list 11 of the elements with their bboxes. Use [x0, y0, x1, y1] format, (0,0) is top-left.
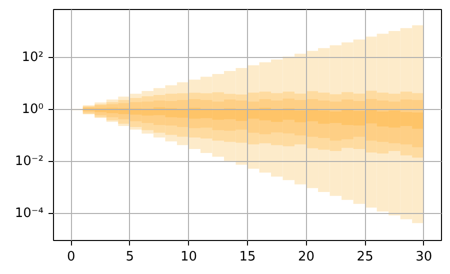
- y-tick-label: 10⁻²: [14, 154, 44, 169]
- y-tick-label: 10⁰: [22, 102, 44, 117]
- x-tick-label: 10: [180, 250, 197, 264]
- x-tick-label: 0: [67, 250, 76, 264]
- x-tick-label: 20: [298, 250, 315, 264]
- y-tick-label: 10²: [22, 50, 44, 65]
- x-tick-label: 25: [356, 250, 374, 264]
- x-tick-label: 30: [416, 250, 432, 264]
- x-tick-label: 5: [126, 250, 134, 264]
- x-tick-label: 15: [239, 250, 256, 264]
- y-tick-label: 10⁻⁴: [14, 206, 44, 221]
